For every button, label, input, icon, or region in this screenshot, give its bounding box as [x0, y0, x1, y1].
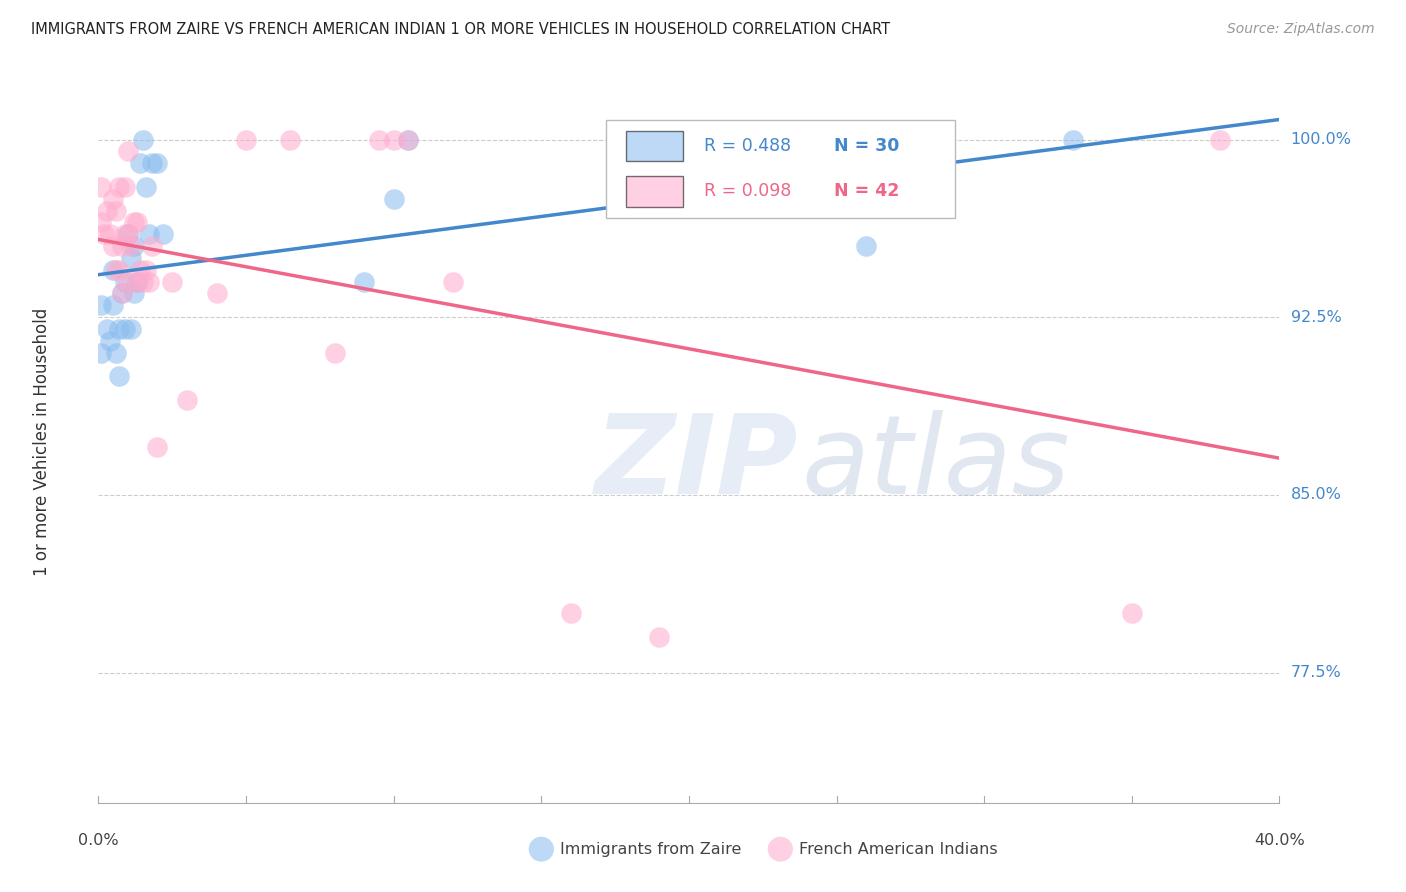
Point: [103, 262, 125, 277]
Point: [122, 215, 145, 229]
Point: [114, 275, 136, 289]
Point: [111, 239, 134, 253]
Point: [441, 275, 464, 289]
Text: 0.0%: 0.0%: [79, 833, 118, 848]
Point: [125, 215, 148, 229]
Point: [205, 286, 228, 301]
Point: [105, 345, 128, 359]
Text: R = 0.488: R = 0.488: [704, 137, 792, 155]
Point: [138, 275, 160, 289]
Point: [111, 286, 134, 301]
Point: [132, 132, 155, 146]
Point: [105, 203, 128, 218]
Point: [114, 227, 136, 242]
Point: [398, 132, 420, 146]
Point: [90, 215, 112, 229]
Point: [135, 180, 157, 194]
Point: [398, 132, 420, 146]
Point: [176, 393, 198, 408]
Point: [1209, 132, 1232, 146]
Text: N = 30: N = 30: [834, 137, 900, 155]
Text: Immigrants from Zaire: Immigrants from Zaire: [560, 842, 741, 856]
FancyBboxPatch shape: [626, 177, 683, 207]
Text: 77.5%: 77.5%: [1291, 665, 1341, 680]
Point: [280, 132, 302, 146]
Point: [122, 286, 145, 301]
Point: [152, 227, 174, 242]
Text: 92.5%: 92.5%: [1291, 310, 1341, 325]
Point: [162, 275, 183, 289]
Point: [382, 192, 405, 206]
Point: [120, 239, 142, 253]
Point: [120, 322, 142, 336]
Point: [105, 262, 128, 277]
Text: IMMIGRANTS FROM ZAIRE VS FRENCH AMERICAN INDIAN 1 OR MORE VEHICLES IN HOUSEHOLD : IMMIGRANTS FROM ZAIRE VS FRENCH AMERICAN…: [31, 22, 890, 37]
Point: [235, 132, 257, 146]
Point: [135, 262, 157, 277]
Point: [98, 227, 121, 242]
Point: [96, 203, 118, 218]
Point: [368, 132, 391, 146]
Point: [560, 607, 582, 621]
Point: [93, 227, 115, 242]
Point: [117, 275, 139, 289]
Point: [648, 630, 671, 644]
Point: [117, 145, 139, 159]
Point: [117, 227, 139, 242]
Point: [125, 275, 148, 289]
Point: [96, 322, 118, 336]
Point: [90, 298, 112, 312]
Point: [108, 369, 131, 384]
Point: [98, 334, 121, 348]
Point: [114, 322, 136, 336]
Point: [125, 275, 148, 289]
Point: [120, 251, 142, 265]
Point: [117, 227, 139, 242]
Text: Source: ZipAtlas.com: Source: ZipAtlas.com: [1227, 22, 1375, 37]
Point: [108, 262, 131, 277]
Point: [146, 441, 169, 455]
Point: [108, 322, 131, 336]
Text: R = 0.098: R = 0.098: [704, 182, 792, 201]
Text: 1 or more Vehicles in Household: 1 or more Vehicles in Household: [32, 308, 51, 575]
Point: [855, 239, 877, 253]
Point: [141, 156, 163, 170]
FancyBboxPatch shape: [606, 120, 955, 218]
Point: [103, 239, 125, 253]
Point: [138, 227, 160, 242]
FancyBboxPatch shape: [626, 131, 683, 161]
Point: [353, 275, 375, 289]
Point: [128, 262, 150, 277]
Point: [146, 156, 169, 170]
Point: [90, 180, 112, 194]
Point: [1121, 607, 1143, 621]
Point: [122, 239, 145, 253]
Point: [90, 345, 112, 359]
Text: 100.0%: 100.0%: [1291, 132, 1351, 147]
Point: [141, 239, 163, 253]
Point: [1062, 132, 1084, 146]
Text: N = 42: N = 42: [834, 182, 900, 201]
Text: ZIP: ZIP: [595, 409, 799, 516]
Point: [103, 298, 125, 312]
Text: French American Indians: French American Indians: [799, 842, 997, 856]
Text: 40.0%: 40.0%: [1254, 833, 1305, 848]
Point: [108, 180, 131, 194]
Point: [128, 156, 150, 170]
Point: [323, 345, 346, 359]
Text: atlas: atlas: [801, 409, 1070, 516]
Point: [103, 192, 125, 206]
Point: [132, 275, 155, 289]
Point: [111, 286, 134, 301]
Point: [114, 180, 136, 194]
Text: 85.0%: 85.0%: [1291, 487, 1341, 502]
Point: [382, 132, 405, 146]
